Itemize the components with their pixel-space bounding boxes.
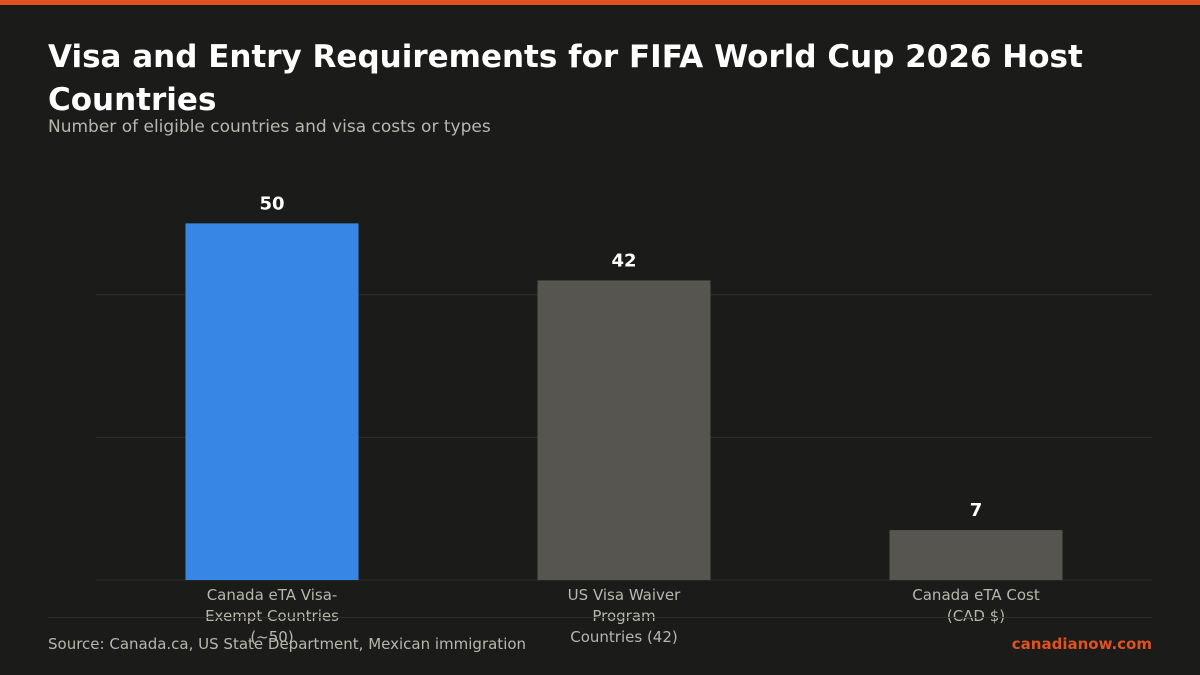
category-label: Canada eTA Cost bbox=[912, 586, 1040, 604]
source-note: Source: Canada.ca, US State Department, … bbox=[48, 635, 527, 653]
bar bbox=[889, 530, 1063, 580]
category-label: Countries (42) bbox=[570, 628, 677, 646]
chart-subtitle: Number of eligible countries and visa co… bbox=[48, 117, 491, 137]
bar bbox=[537, 280, 711, 580]
category-label: Canada eTA Visa- bbox=[207, 586, 338, 604]
category-label: (CAD $) bbox=[947, 607, 1005, 625]
footer-divider bbox=[48, 617, 1152, 618]
bar bbox=[185, 223, 359, 580]
category-label: (~50) bbox=[250, 628, 293, 646]
category-label: US Visa Waiver bbox=[568, 586, 681, 604]
bar-value-label: 50 bbox=[259, 193, 284, 214]
chart-title: Visa and Entry Requirements for FIFA Wor… bbox=[48, 39, 1083, 118]
category-label: Program bbox=[592, 607, 655, 625]
brand-link[interactable]: canadianow.com bbox=[1011, 635, 1152, 653]
accent-top-bar bbox=[0, 0, 1200, 5]
category-label: Exempt Countries bbox=[205, 607, 339, 625]
bar-value-label: 7 bbox=[970, 500, 983, 521]
bar-value-label: 42 bbox=[611, 250, 636, 271]
